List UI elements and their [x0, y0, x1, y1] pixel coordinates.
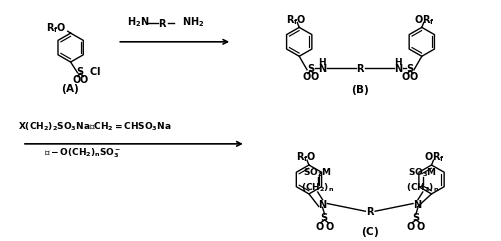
Text: $\mathbf{S}$: $\mathbf{S}$ — [307, 62, 315, 74]
Text: $\mathbf{OR_f}$: $\mathbf{OR_f}$ — [414, 13, 435, 27]
Text: $\mathbf{R}$: $\mathbf{R}$ — [158, 17, 168, 29]
Text: $\mathbf{O}$: $\mathbf{O}$ — [315, 220, 325, 232]
Text: $\mathbf{O}$: $\mathbf{O}$ — [302, 70, 312, 82]
Text: $\mathbf{O}$: $\mathbf{O}$ — [409, 70, 419, 82]
Text: $\mathbf{(C)}$: $\mathbf{(C)}$ — [361, 225, 379, 239]
Text: $\mathbf{R_fO}$: $\mathbf{R_fO}$ — [296, 150, 316, 164]
Text: $\mathbf{(B)}$: $\mathbf{(B)}$ — [351, 83, 370, 97]
Text: $\mathbf{O}$: $\mathbf{O}$ — [325, 220, 334, 232]
Text: $\mathbf{S}$: $\mathbf{S}$ — [412, 211, 420, 223]
Text: $\mathbf{(CH_2)_n}$: $\mathbf{(CH_2)_n}$ — [301, 182, 334, 194]
Text: $\mathbf{O}$: $\mathbf{O}$ — [310, 70, 320, 82]
Text: $\mathbf{R}$: $\mathbf{R}$ — [356, 62, 365, 74]
Text: $\mathbf{O}$: $\mathbf{O}$ — [416, 220, 426, 232]
Text: $\mathbf{O}$: $\mathbf{O}$ — [401, 70, 411, 82]
Text: $\mathbf{O}$: $\mathbf{O}$ — [79, 73, 89, 85]
Text: $\mathbf{SO_3M}$: $\mathbf{SO_3M}$ — [303, 167, 332, 179]
Text: $\mathbf{R_fO}$: $\mathbf{R_fO}$ — [46, 21, 67, 35]
Text: $\mathbf{S}$: $\mathbf{S}$ — [76, 65, 85, 77]
Text: $\mathbf{R}$: $\mathbf{R}$ — [366, 205, 375, 217]
Text: $\mathbf{R_fO}$: $\mathbf{R_fO}$ — [286, 13, 307, 27]
Text: $\mathbf{SO_3M}$: $\mathbf{SO_3M}$ — [408, 167, 437, 179]
Text: $\mathbf{NH_2}$: $\mathbf{NH_2}$ — [181, 16, 204, 29]
Text: $\mathbf{H}$: $\mathbf{H}$ — [394, 56, 403, 67]
Text: $\mathbf{S}$: $\mathbf{S}$ — [406, 62, 414, 74]
Text: $\mathbf{N}$: $\mathbf{N}$ — [318, 62, 327, 74]
Text: $\mathbf{X(CH_2)_2SO_3Na或CH_2{=}CHSO_3Na}$: $\mathbf{X(CH_2)_2SO_3Na或CH_2{=}CHSO_3Na… — [18, 120, 172, 133]
Text: $\mathbf{H_2N}$: $\mathbf{H_2N}$ — [127, 16, 150, 29]
Text: $\mathbf{或-O(CH_2)_nSO_3^-}$: $\mathbf{或-O(CH_2)_nSO_3^-}$ — [44, 147, 121, 160]
Text: $\mathbf{O}$: $\mathbf{O}$ — [406, 220, 416, 232]
Text: $\mathbf{N}$: $\mathbf{N}$ — [413, 198, 422, 209]
Text: $\mathbf{Cl}$: $\mathbf{Cl}$ — [89, 65, 101, 77]
Text: $\mathbf{OR_f}$: $\mathbf{OR_f}$ — [424, 150, 445, 164]
Text: $\mathbf{H}$: $\mathbf{H}$ — [318, 56, 327, 67]
Text: $\mathbf{(A)}$: $\mathbf{(A)}$ — [61, 82, 80, 96]
Text: $\mathbf{N}$: $\mathbf{N}$ — [394, 62, 403, 74]
Text: $\mathbf{O}$: $\mathbf{O}$ — [72, 73, 81, 85]
Text: $\mathbf{S}$: $\mathbf{S}$ — [320, 211, 329, 223]
Text: $\mathbf{(CH_2)_n}$: $\mathbf{(CH_2)_n}$ — [406, 182, 439, 194]
Text: $\mathbf{N}$: $\mathbf{N}$ — [318, 198, 327, 209]
